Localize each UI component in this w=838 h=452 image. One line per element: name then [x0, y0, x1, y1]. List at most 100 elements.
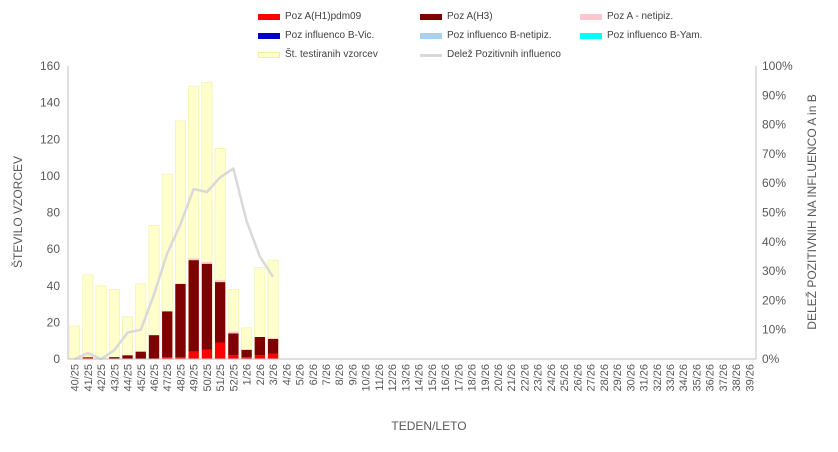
y2-tick-label-6: 60%: [762, 176, 786, 190]
y-axis-title: ŠTEVILO VZORCEV: [10, 156, 25, 268]
x-tick-label-25/26: 25/26: [559, 364, 571, 392]
legend-swatch-b-yam: [580, 33, 602, 39]
h1pdm09-bar-48/25: [175, 357, 186, 359]
x-tick-label-3/26: 3/26: [268, 364, 280, 385]
x-tick-label-44/25: 44/25: [123, 364, 135, 392]
x-tick-label-42/25: 42/25: [96, 364, 108, 392]
x-tick-label-52/25: 52/25: [228, 364, 240, 392]
x-tick-label-43/25: 43/25: [109, 364, 121, 392]
y-tick-label-40: 40: [47, 279, 61, 293]
x-tick-label-6/26: 6/26: [308, 364, 320, 385]
h3-bar-45/25: [135, 351, 146, 359]
x-tick-label-12/26: 12/26: [387, 364, 399, 392]
legend-label-b-yam: Poz influenco B-Yam.: [607, 30, 703, 41]
y-tick-label-60: 60: [47, 242, 61, 256]
tested-bar-40/25: [69, 325, 81, 360]
legend-swatch-a-untyped: [580, 14, 602, 20]
x-tick-label-40/25: 40/25: [70, 364, 82, 392]
h1pdm09-bar-1/26: [241, 357, 252, 359]
x-tick-label-24/26: 24/26: [546, 364, 558, 392]
axes-group: [67, 66, 757, 360]
a_untyped-bar-51/25: [214, 280, 226, 283]
h3-bar-46/25: [148, 335, 160, 359]
legend-label-h1pdm09: Poz A(H1)pdm09: [285, 11, 362, 22]
legend-label-b-vic: Poz influenco B-Vic.: [285, 30, 375, 41]
x-tick-label-23/26: 23/26: [533, 364, 545, 392]
y2-tick-label-4: 40%: [762, 235, 786, 249]
legend-label-h3: Poz A(H3): [447, 11, 493, 22]
x-tick-label-22/26: 22/26: [519, 364, 531, 392]
x-tick-label-1/26: 1/26: [242, 364, 254, 385]
positive-share-line-group: [74, 167, 275, 361]
h3-bar-51/25: [214, 282, 226, 343]
x-tick-label-11/26: 11/26: [374, 364, 386, 391]
legend-item-tested: Št. testiranih vzorcev: [258, 48, 378, 62]
legend-label-a-untyped: Poz A - netipiz.: [607, 11, 674, 22]
legend-swatch-positive-share: [420, 53, 442, 57]
y2-tick-label-0: 0%: [762, 352, 780, 366]
h3-bar-48/25: [175, 283, 186, 358]
x-tick-label-51/25: 51/25: [215, 364, 227, 392]
x-tick-label-28/26: 28/26: [599, 364, 611, 392]
x-tick-label-45/25: 45/25: [136, 364, 148, 392]
x-tick-label-46/25: 46/25: [149, 364, 161, 392]
y-tick-label-120: 120: [40, 132, 60, 146]
x-tick-label-31/26: 31/26: [639, 364, 651, 392]
x-tick-label-14/26: 14/26: [414, 364, 426, 392]
y-tick-label-100: 100: [40, 169, 60, 183]
h3-bar-50/25: [201, 263, 213, 350]
chart-legend: Poz A(H1)pdm09 Poz A(H3) Poz A - netipiz…: [258, 10, 818, 66]
x-tick-label-33/26: 33/26: [665, 364, 677, 392]
y-tick-label-160: 160: [40, 59, 60, 73]
y2-tick-label-1: 10%: [762, 323, 786, 337]
h1pdm09-bar-51/25: [214, 342, 226, 359]
h1pdm09-bar-52/25: [228, 355, 239, 359]
x-tick-label-32/26: 32/26: [652, 364, 664, 392]
legend-item-h3: Poz A(H3): [420, 10, 493, 24]
x-tick-label-38/26: 38/26: [731, 364, 743, 392]
tick-labels-group: 0 20 40 60 80 100 120 140 160 0% 10% 20% 30% 40% 50% 60…: [40, 59, 793, 392]
x-tick-label-10/26: 10/26: [361, 364, 373, 392]
x-tick-label-15/26: 15/26: [427, 364, 439, 392]
y2-axis-title: DELEŽ POZITIVNIH NA INFLUENCO A in B: [804, 94, 819, 329]
y-tick-label-140: 140: [40, 96, 60, 110]
x-tick-label-34/26: 34/26: [678, 364, 690, 392]
x-tick-label-4/26: 4/26: [281, 364, 293, 385]
x-tick-label-9/26: 9/26: [347, 364, 359, 385]
h3-bar-49/25: [188, 260, 199, 352]
h1pdm09-bar-47/25: [162, 357, 173, 359]
tested-bar-42/25: [95, 285, 107, 360]
x-tick-label-37/26: 37/26: [718, 364, 730, 392]
y-tick-label-0: 0: [53, 352, 60, 366]
h1pdm09-bar-3/26: [267, 353, 279, 359]
legend-swatch-b-untyped: [420, 33, 442, 39]
y2-tick-label-10: 100%: [762, 59, 793, 73]
legend-swatch-b-vic: [258, 33, 280, 39]
y-tick-label-20: 20: [47, 315, 61, 329]
x-tick-label-47/25: 47/25: [162, 364, 174, 392]
x-tick-label-8/26: 8/26: [334, 364, 346, 385]
legend-item-a-untyped: Poz A - netipiz.: [580, 10, 673, 24]
x-tick-label-36/26: 36/26: [705, 364, 717, 392]
a_untyped-bar-49/25: [188, 258, 199, 261]
x-tick-label-2/26: 2/26: [255, 364, 267, 385]
legend-item-b-untyped: Poz influenco B-netipiz.: [420, 29, 552, 43]
legend-item-b-vic: Poz influenco B-Vic.: [258, 29, 374, 43]
h1pdm09-bar-2/26: [254, 355, 266, 359]
legend-label-tested: Št. testiranih vzorcev: [285, 49, 378, 60]
y2-tick-label-7: 70%: [762, 147, 786, 161]
x-tick-label-16/26: 16/26: [440, 364, 452, 392]
h3-bar-43/25: [109, 357, 120, 359]
x-tick-label-39/26: 39/26: [744, 364, 756, 392]
x-tick-label-26/26: 26/26: [572, 364, 584, 392]
h3-bar-1/26: [241, 349, 252, 358]
positive-bars-group: [82, 258, 279, 359]
a_untyped-bar-52/25: [228, 331, 239, 334]
positive-share-line: [74, 167, 275, 361]
x-tick-label-5/26: 5/26: [295, 364, 307, 385]
tested-bars-group: [69, 82, 279, 360]
x-tick-label-20/26: 20/26: [493, 364, 505, 392]
x-tick-label-19/26: 19/26: [480, 364, 492, 392]
x-tick-label-41/25: 41/25: [83, 364, 95, 392]
legend-item-b-yam: Poz influenco B-Yam.: [580, 29, 702, 43]
